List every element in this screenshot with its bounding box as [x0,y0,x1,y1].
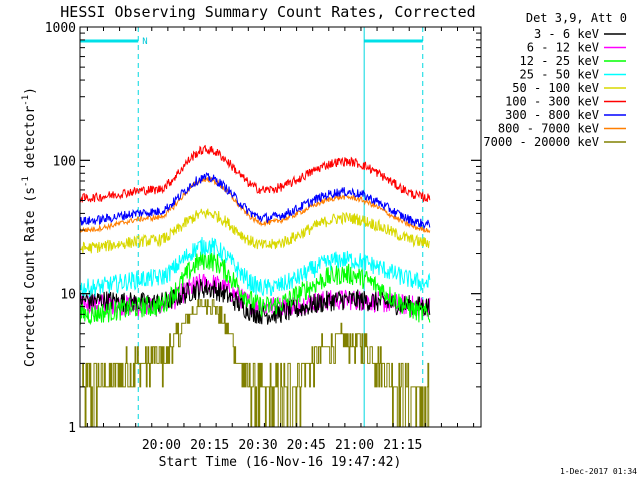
x-tick-label-3: 20:45 [287,438,326,453]
legend-label-4: 50 - 100 keV [512,81,599,95]
series-line-5 [79,144,431,203]
legend-label-0: 3 - 6 keV [534,27,599,41]
plot-area: N [79,26,482,428]
x-axis-label: Start Time (16-Nov-16 19:47:42) [159,455,402,470]
y-label-part3: ) [23,87,38,95]
night-marker-label: N [142,37,147,47]
x-axis-ticks: 20:00 20:15 20:30 20:45 21:00 21:15 [86,27,475,453]
chart-title: HESSI Observing Summary Count Rates, Cor… [60,3,475,21]
y-label-exp2: -1 [21,95,31,106]
series-line-3 [79,236,431,299]
series-line-6 [79,172,431,230]
x-tick-label-4: 21:00 [335,438,374,453]
series-line-0 [79,279,431,325]
series-layer [79,144,431,428]
series-line-8 [80,299,430,428]
x-tick-label-0: 20:00 [142,438,181,453]
y-label-part2: detector [23,106,38,177]
series-line-7 [79,176,431,234]
legend-label-3: 25 - 50 keV [520,68,599,82]
footer-timestamp: 1-Dec-2017 01:34 [560,467,637,476]
legend-label-7: 800 - 7000 keV [498,122,599,136]
y-tick-label-2: 100 [53,154,76,169]
legend-title: Det 3,9, Att 0 [526,11,627,25]
series-line-2 [79,250,431,326]
legend-label-2: 12 - 25 keV [520,54,599,68]
y-axis-label: Corrected Count Rate (s-1 detector-1) [21,87,38,367]
y-axis-ticks: 1 10 100 1000 [45,21,481,436]
legend-label-1: 6 - 12 keV [527,41,599,55]
x-tick-label-5: 21:15 [383,438,422,453]
y-label-part1: Corrected Count Rate (s [23,187,38,367]
x-tick-label-2: 20:30 [238,438,277,453]
y-tick-label-3: 1000 [45,21,76,36]
y-label-exp1: -1 [21,176,31,187]
legend-label-5: 100 - 300 keV [505,95,599,109]
x-tick-label-1: 20:15 [190,438,229,453]
legend-label-8: 7000 - 20000 keV [483,135,599,149]
y-tick-label-0: 1 [68,421,76,436]
legend-label-6: 300 - 800 keV [505,108,599,122]
attenuator-layer: N [80,27,424,427]
series-line-4 [80,208,430,254]
y-tick-label-1: 10 [60,288,76,303]
